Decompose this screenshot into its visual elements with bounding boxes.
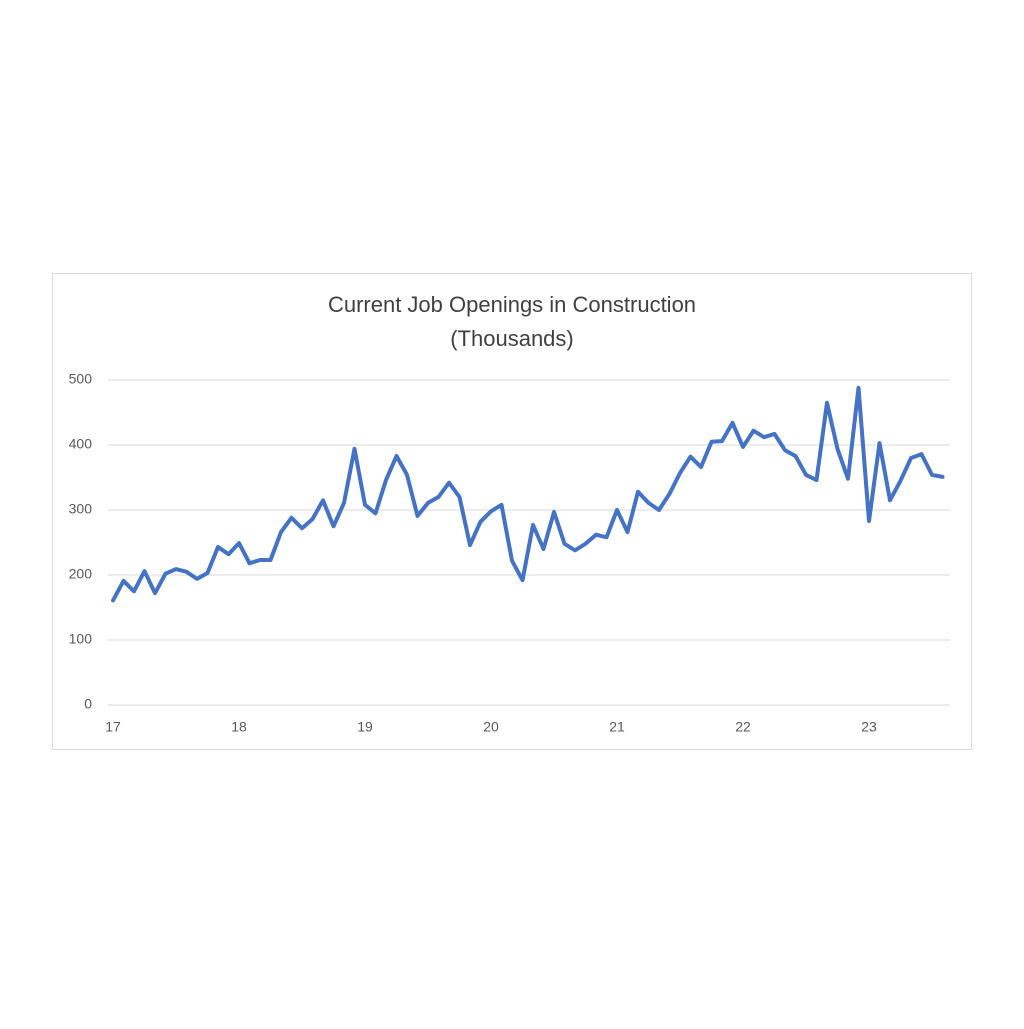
x-tick-label: 23 <box>861 719 877 735</box>
chart-title: Current Job Openings in Construction <box>328 292 696 317</box>
chart-subtitle: (Thousands) <box>450 326 574 351</box>
x-tick-label: 17 <box>105 719 121 735</box>
y-tick-label: 500 <box>69 371 93 387</box>
chart-frame <box>52 273 972 750</box>
y-tick-label: 400 <box>69 436 93 452</box>
x-tick-label: 20 <box>483 719 499 735</box>
x-tick-label: 18 <box>231 719 247 735</box>
y-tick-label: 100 <box>69 631 93 647</box>
y-tick-label: 200 <box>69 566 93 582</box>
data-line <box>111 385 945 603</box>
y-tick-label: 300 <box>69 501 93 517</box>
x-tick-label: 22 <box>735 719 751 735</box>
y-tick-label: 0 <box>84 696 92 712</box>
x-tick-label: 21 <box>609 719 625 735</box>
x-tick-label: 19 <box>357 719 373 735</box>
